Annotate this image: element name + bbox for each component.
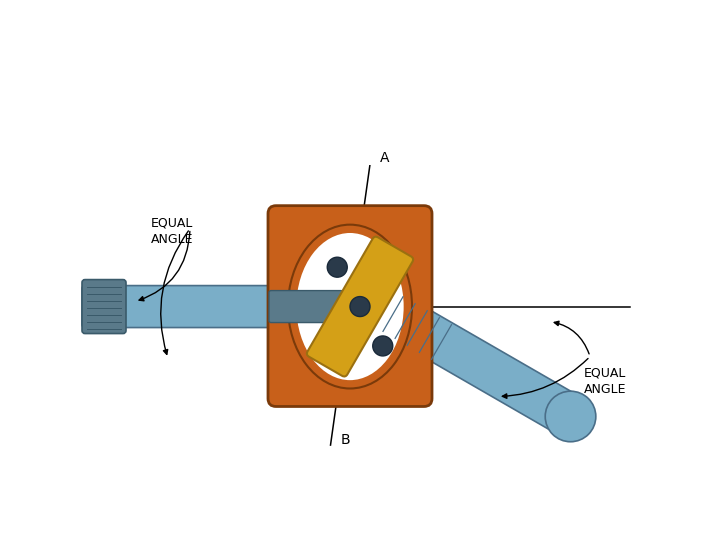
Ellipse shape bbox=[288, 225, 412, 388]
Text: FIGURE 16.12 A constant velocity (CV) joint can: FIGURE 16.12 A constant velocity (CV) jo… bbox=[14, 28, 706, 54]
Text: ALWAYS LEARNING: ALWAYS LEARNING bbox=[7, 505, 148, 518]
Text: PEARSON: PEARSON bbox=[624, 507, 713, 525]
Text: EQUAL
ANGLE: EQUAL ANGLE bbox=[584, 367, 626, 395]
Text: Automotive Steering, Suspension and Alignment, 7e: Automotive Steering, Suspension and Alig… bbox=[155, 501, 392, 510]
Text: B: B bbox=[341, 433, 350, 447]
Text: angles between input and output.: angles between input and output. bbox=[141, 138, 579, 164]
FancyBboxPatch shape bbox=[268, 206, 432, 407]
Circle shape bbox=[373, 336, 392, 356]
Circle shape bbox=[350, 296, 370, 316]
Text: All Rights Reserved: All Rights Reserved bbox=[389, 522, 477, 530]
Circle shape bbox=[545, 391, 596, 442]
Text: EQUAL
ANGLE: EQUAL ANGLE bbox=[150, 217, 193, 246]
FancyBboxPatch shape bbox=[82, 286, 279, 328]
FancyBboxPatch shape bbox=[269, 291, 343, 322]
Circle shape bbox=[328, 257, 347, 277]
FancyBboxPatch shape bbox=[307, 237, 413, 376]
Text: Copyright © 2017 by Pearson Education, Inc.: Copyright © 2017 by Pearson Education, I… bbox=[389, 501, 593, 510]
FancyBboxPatch shape bbox=[82, 280, 126, 334]
Text: James D. Halderman: James D. Halderman bbox=[155, 522, 247, 530]
Text: (speed) because the joint design results in equal: (speed) because the joint design results… bbox=[45, 102, 675, 128]
Text: A: A bbox=[379, 151, 389, 165]
Text: operate at high angles without a change in velocity: operate at high angles without a change … bbox=[27, 66, 693, 92]
Polygon shape bbox=[369, 287, 582, 435]
